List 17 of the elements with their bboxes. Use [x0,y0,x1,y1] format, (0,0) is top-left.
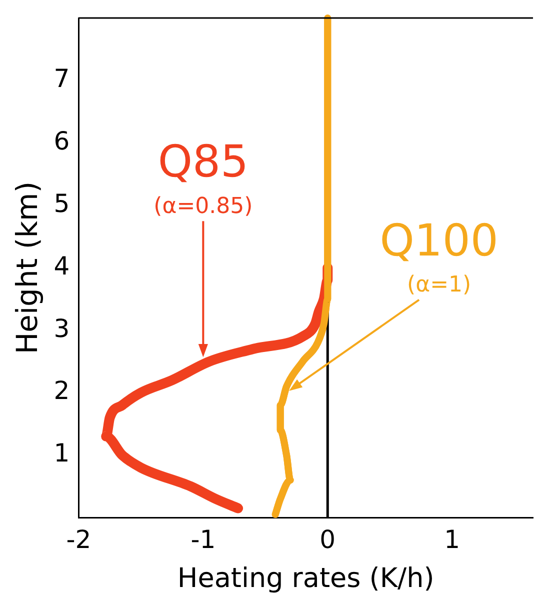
x-tick-label: -2 [66,525,92,554]
y-tick-label: 1 [54,438,70,468]
annotation: (α=0.85) [154,194,253,219]
annotation: (α=1) [406,272,472,298]
y-axis-title: Height (km) [10,181,44,354]
x-axis-title: Heating rates (K/h) [177,562,434,594]
y-tick-label: 5 [54,188,70,218]
y-tick-label: 3 [54,314,70,343]
y-tick-label: 2 [54,376,70,406]
y-tick-label: 6 [54,126,70,156]
series-label: Q100 [380,215,498,266]
x-tick-label: 0 [320,525,336,554]
y-tick-label: 4 [54,251,70,280]
x-tick-label: 1 [444,525,460,554]
y-tick-label: 7 [54,64,70,93]
text: Q85 [158,136,248,188]
x-tick-label: -1 [190,525,216,554]
